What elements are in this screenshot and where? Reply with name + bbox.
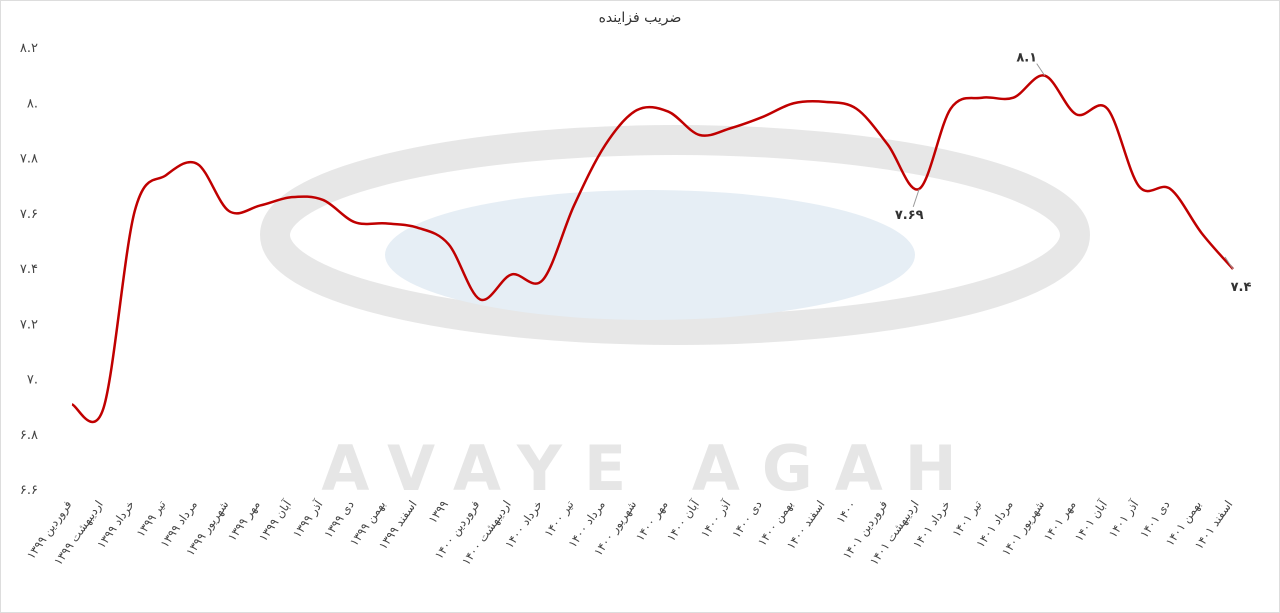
watermark: AVAYE AGAH bbox=[321, 432, 978, 505]
y-tick-label: ۷. bbox=[27, 373, 38, 388]
label-leader bbox=[1036, 63, 1046, 76]
y-tick-label: ۷.۶ bbox=[20, 207, 38, 222]
label-leader bbox=[912, 188, 920, 208]
data-label: ۷.۶۹ bbox=[895, 208, 924, 223]
data-label: ۷.۴ bbox=[1231, 280, 1252, 295]
y-tick-label: ۷.۸ bbox=[20, 152, 38, 167]
data-label: ۸.۱ bbox=[1016, 51, 1037, 66]
y-tick-label: ۸.۲ bbox=[20, 41, 38, 56]
y-tick-label: ۶.۸ bbox=[20, 428, 38, 443]
y-tick-label: ۷.۴ bbox=[20, 262, 38, 277]
chart-title: ضریب فزاینده bbox=[599, 10, 682, 26]
y-tick-label: ۸. bbox=[27, 96, 38, 111]
label-leader bbox=[1224, 256, 1234, 270]
y-tick-label: ۷.۲ bbox=[20, 317, 38, 332]
watermark-logo bbox=[260, 125, 1090, 345]
y-tick-label: ۶.۶ bbox=[20, 483, 38, 498]
line bbox=[71, 74, 1234, 424]
